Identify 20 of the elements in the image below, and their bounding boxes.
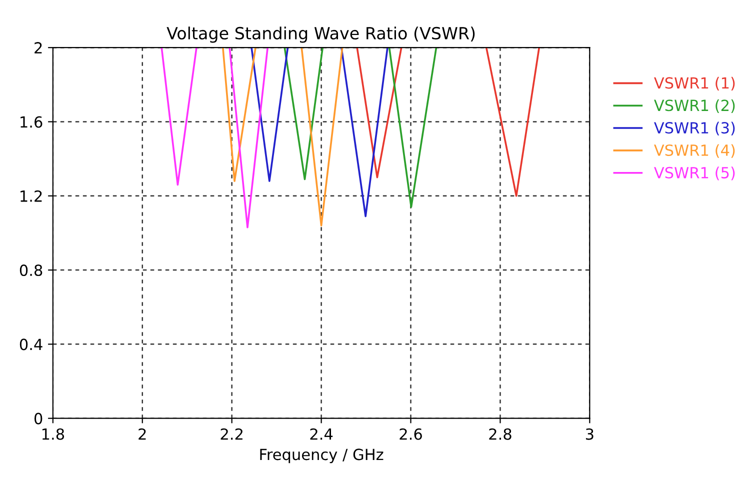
y-tick-label: 0 — [34, 412, 42, 424]
x-tick-label: 2 — [138, 428, 146, 440]
y-tick-label: 0.4 — [20, 338, 42, 350]
x-tick-label: 2.4 — [310, 428, 333, 440]
x-tick-label: 2.2 — [220, 428, 242, 440]
chart-title: Voltage Standing Wave Ratio (VSWR) — [166, 26, 475, 43]
x-tick-label: 3 — [586, 428, 594, 440]
x-axis-title: Frequency / GHz — [260, 448, 384, 464]
legend-label: VSWR1 (3) — [654, 122, 735, 136]
x-tick-label: 1.8 — [42, 428, 64, 440]
y-tick-label: 0.8 — [20, 264, 42, 276]
x-tick-label: 2.6 — [400, 428, 422, 440]
y-tick-label: 1.6 — [20, 116, 42, 128]
legend-label: VSWR1 (2) — [654, 99, 735, 113]
y-tick-label: 2 — [34, 42, 42, 54]
legend-label: VSWR1 (4) — [654, 144, 735, 158]
legend-label: VSWR1 (1) — [654, 76, 735, 91]
y-tick-label: 1.2 — [20, 190, 42, 202]
legend-label: VSWR1 (5) — [654, 166, 735, 180]
x-tick-label: 2.8 — [489, 428, 512, 440]
